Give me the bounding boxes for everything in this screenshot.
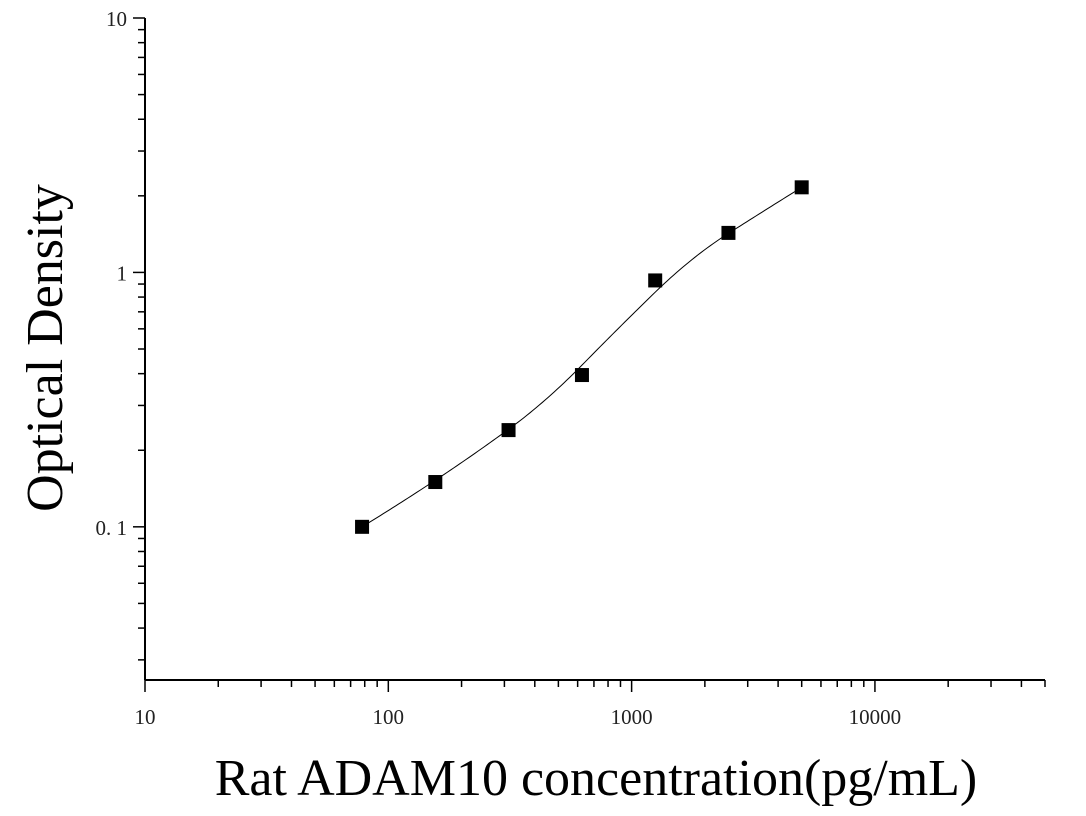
- data-point: [721, 225, 736, 240]
- plot-area: 10 100 1000 10000 0. 1 1 10: [96, 7, 1046, 729]
- data-point: [355, 519, 370, 534]
- data-point: [794, 180, 809, 195]
- data-point: [648, 273, 663, 288]
- y-axis-title: Optical Density: [17, 184, 74, 512]
- x-axis-title: Rat ADAM10 concentration(pg/mL): [215, 750, 978, 807]
- y-axis-ticks: 0. 1 1 10: [96, 7, 145, 661]
- data-point: [428, 475, 443, 490]
- x-tick-label: 1000: [611, 705, 653, 729]
- x-tick-label: 100: [373, 705, 405, 729]
- x-tick-label: 10: [135, 705, 156, 729]
- y-tick-label: 0. 1: [96, 516, 128, 540]
- x-tick-label: 10000: [849, 705, 902, 729]
- data-point: [574, 368, 589, 383]
- y-tick-label: 10: [106, 7, 127, 31]
- y-tick-label: 1: [117, 261, 128, 285]
- fit-curve: [361, 186, 802, 528]
- x-axis-ticks: 10 100 1000 10000: [135, 680, 1046, 729]
- data-point: [501, 423, 516, 438]
- data-points: [355, 180, 809, 534]
